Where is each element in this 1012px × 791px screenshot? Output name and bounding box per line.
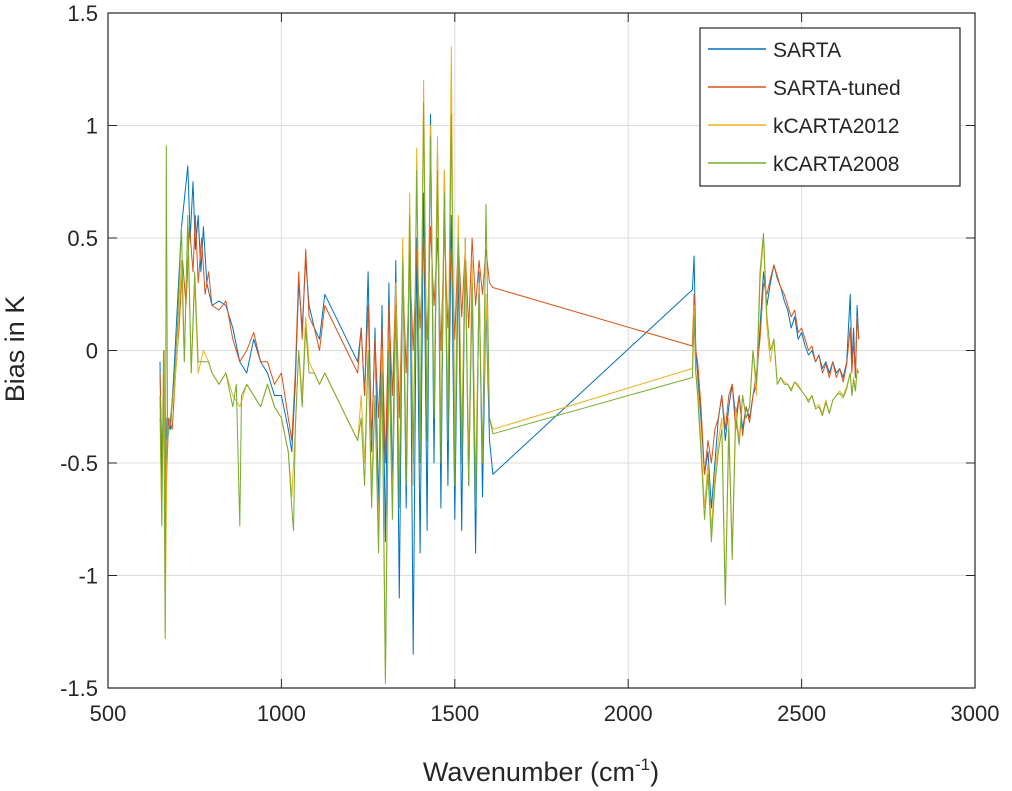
legend-label: kCARTA2012 [773, 115, 899, 138]
y-tick-label: -1 [78, 564, 98, 589]
legend-label: SARTA-tuned [773, 77, 901, 100]
x-tick-label: 2000 [604, 701, 653, 726]
x-axis-title-end: ) [650, 757, 659, 787]
tick-labels: 500 1000 1500 2000 2500 3000 -1.5 -1 -0.5 0 0.5 1 1.… [60, 1, 999, 726]
x-tick-label: 500 [90, 701, 127, 726]
y-tick-label: 1.5 [67, 1, 98, 26]
legend: SARTA SARTA-tuned kCARTA2012 kCARTA2008 [699, 27, 961, 187]
series-line-sarta-tuned [159, 215, 860, 486]
axes [107, 12, 976, 689]
y-tick-label: 0.5 [67, 226, 98, 251]
x-axis-title-superscript: -1 [635, 755, 650, 774]
legend-box [699, 27, 961, 187]
legend-label: kCARTA2008 [773, 153, 899, 176]
x-tick-label: 2500 [777, 701, 826, 726]
x-tick-label: 1500 [430, 701, 479, 726]
x-tick-label: 1000 [257, 701, 306, 726]
x-axis-title: Wavenumber (cm-1) [423, 755, 659, 787]
y-tick-label: 0 [86, 339, 98, 364]
series-layer [159, 46, 860, 684]
series-line-sarta [159, 113, 860, 655]
y-axis-title: Bias in K [0, 296, 30, 403]
y-tick-label: -1.5 [60, 676, 98, 701]
x-tick-label: 3000 [951, 701, 1000, 726]
legend-label: SARTA [773, 39, 841, 62]
y-tick-label: 1 [86, 114, 98, 139]
series-line-kcarta2008 [159, 102, 860, 684]
y-tick-label: -0.5 [60, 451, 98, 476]
x-axis-title-main: Wavenumber (cm [423, 757, 635, 787]
